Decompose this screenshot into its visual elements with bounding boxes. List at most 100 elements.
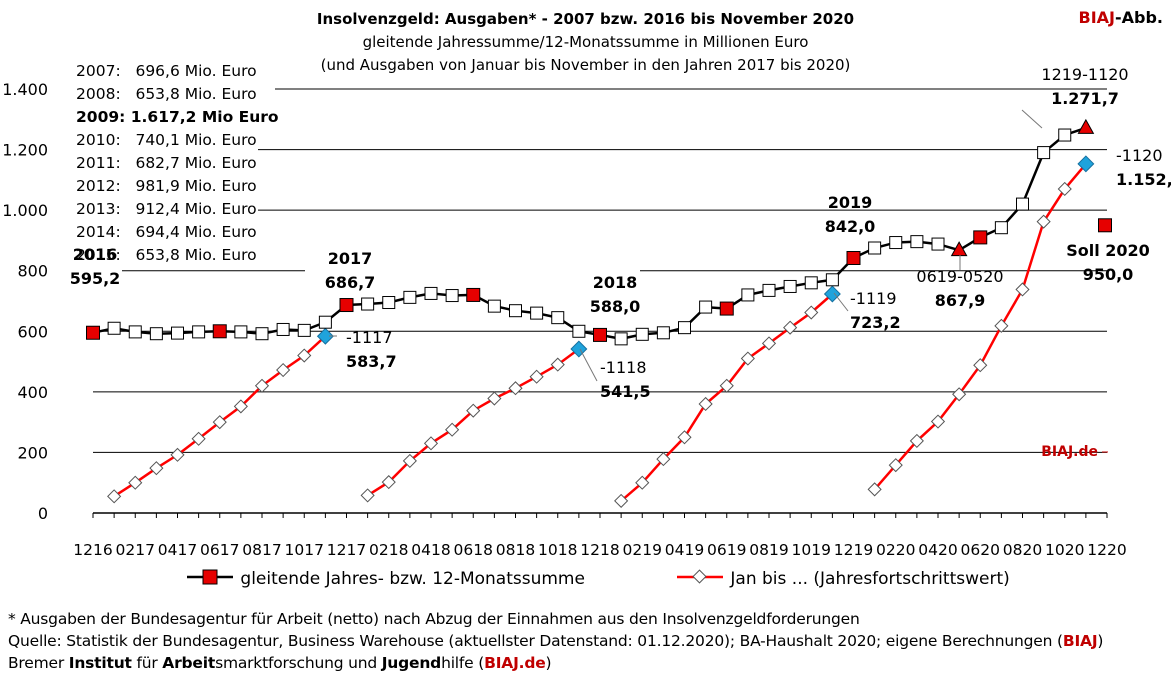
x-tick-label: 0418 [411,541,450,559]
data-label: -1119 [850,289,897,308]
x-tick-label: 0220 [876,541,915,559]
y-tick-label: 400 [17,383,48,402]
ytd-point [698,396,713,412]
data-label: 723,2 [850,313,901,332]
x-tick-label: 0820 [1003,541,1042,559]
data-label: 588,0 [590,297,641,316]
chart-subtitle-2: (und Ausgaben von Januar bis November in… [320,56,851,74]
y-tick-label: 0 [38,504,48,523]
ytd-point [867,482,882,497]
ytd-point [952,387,967,402]
history-year: 2015: [76,246,136,264]
ytd-point [316,327,334,345]
data-label: 842,0 [825,217,876,236]
x-tick-label: 0417 [158,541,197,559]
rolling-point-highlight [466,287,481,302]
ytd-point [973,358,988,373]
ytd-point [487,391,502,406]
rolling-point [361,297,375,311]
legend-item-ytd: Jan bis ... (Jahresfortschrittswert) [675,567,1010,589]
rolling-point-highlight [86,325,100,340]
data-label: 2019 [828,193,873,212]
y-tick-label: 200 [17,443,48,462]
rolling-point [1037,146,1051,160]
history-row: 2007: 696,6 Mio. Euro [76,60,279,83]
y-tick-label: 800 [17,262,48,281]
ytd-point [1057,181,1072,197]
rolling-point [149,327,163,341]
x-tick-label: 0620 [961,541,1000,559]
rolling-point [699,300,713,314]
history-value: 1.617,2 Mio Euro [130,108,279,126]
y-tick-label: 600 [17,322,48,341]
soll-point [1098,218,1112,233]
ytd-point [1015,282,1030,297]
x-tick-label: 0218 [369,541,408,559]
history-value: 653,8 Mio. Euro [135,85,257,103]
ytd-point [128,475,143,490]
history-row: 2014: 694,4 Mio. Euro [76,221,279,244]
ytd-point [656,452,671,467]
ytd-point [212,415,227,430]
watermark: BIAJ.de [1041,444,1098,460]
chart-title-block: Insolvenzgeld: Ausgaben* - 2007 bzw. 201… [0,8,1171,77]
x-tick-label: 0619 [707,541,746,559]
rolling-point [635,327,649,341]
ytd-point [276,362,291,378]
rolling-point [128,325,142,339]
legend-marker-rolling [187,569,233,585]
data-label: 1.271,7 [1051,89,1119,108]
y-tick-label: 1.200 [2,141,48,160]
rolling-point [509,304,522,318]
history-year: 2012: [76,177,136,195]
rolling-point [192,325,206,339]
rolling-point-highlight [846,250,861,265]
rolling-point [403,290,417,304]
ytd-point [381,475,396,490]
rolling-point [487,299,501,313]
data-label: 2016 [73,245,118,264]
rolling-point [1058,128,1072,142]
ytd-line [873,163,1087,491]
rolling-point [678,321,691,335]
chart-title: Insolvenzgeld: Ausgaben* - 2007 bzw. 201… [316,10,855,28]
data-label: 2017 [328,249,373,268]
history-year: 2010: [76,131,136,149]
data-label: 583,7 [346,352,397,371]
data-label: Soll 2020 [1066,241,1150,260]
annotation-leader [579,348,598,382]
x-tick-label: 0419 [665,541,704,559]
ytd-point [297,348,312,363]
notes-block: * Ausgaben der Bundesagentur für Arbeit … [8,608,1103,674]
ytd-point [445,422,460,437]
x-tick-label: 0217 [116,541,155,559]
history-value: 653,8 Mio. Euro [135,246,257,264]
rolling-point [614,332,628,346]
history-year: 2011: [76,154,136,172]
rolling-point-highlight [719,301,734,316]
data-label: 950,0 [1083,265,1134,284]
annotation-leader [1021,109,1043,129]
rolling-point [171,326,184,340]
ytd-point [191,431,206,446]
legend-label-rolling: gleitende Jahres- bzw. 12-Monatssumme [240,569,585,589]
history-value: 740,1 Mio. Euro [135,131,257,149]
annotation-leader [833,292,849,312]
rolling-point [234,325,248,339]
ytd-point [508,381,523,396]
x-tick-label: 0819 [749,541,788,559]
x-tick-label: 1218 [580,541,619,559]
x-tick-label: 0817 [242,541,281,559]
ytd-point [614,493,629,508]
chart-subtitle-1: gleitende Jahressumme/12-Monatssumme in … [362,33,809,51]
data-label: 0619-0520 [916,267,1003,286]
history-year: 2014: [76,223,136,241]
x-tick-label: 1219 [834,541,873,559]
ytd-point [1077,155,1095,173]
ytd-point [360,488,375,503]
data-label: 1219-1120 [1041,65,1128,84]
x-tick-label: 0818 [496,541,535,559]
rolling-point-highlight [973,230,988,245]
rolling-point [255,327,269,341]
ytd-point [823,285,841,303]
